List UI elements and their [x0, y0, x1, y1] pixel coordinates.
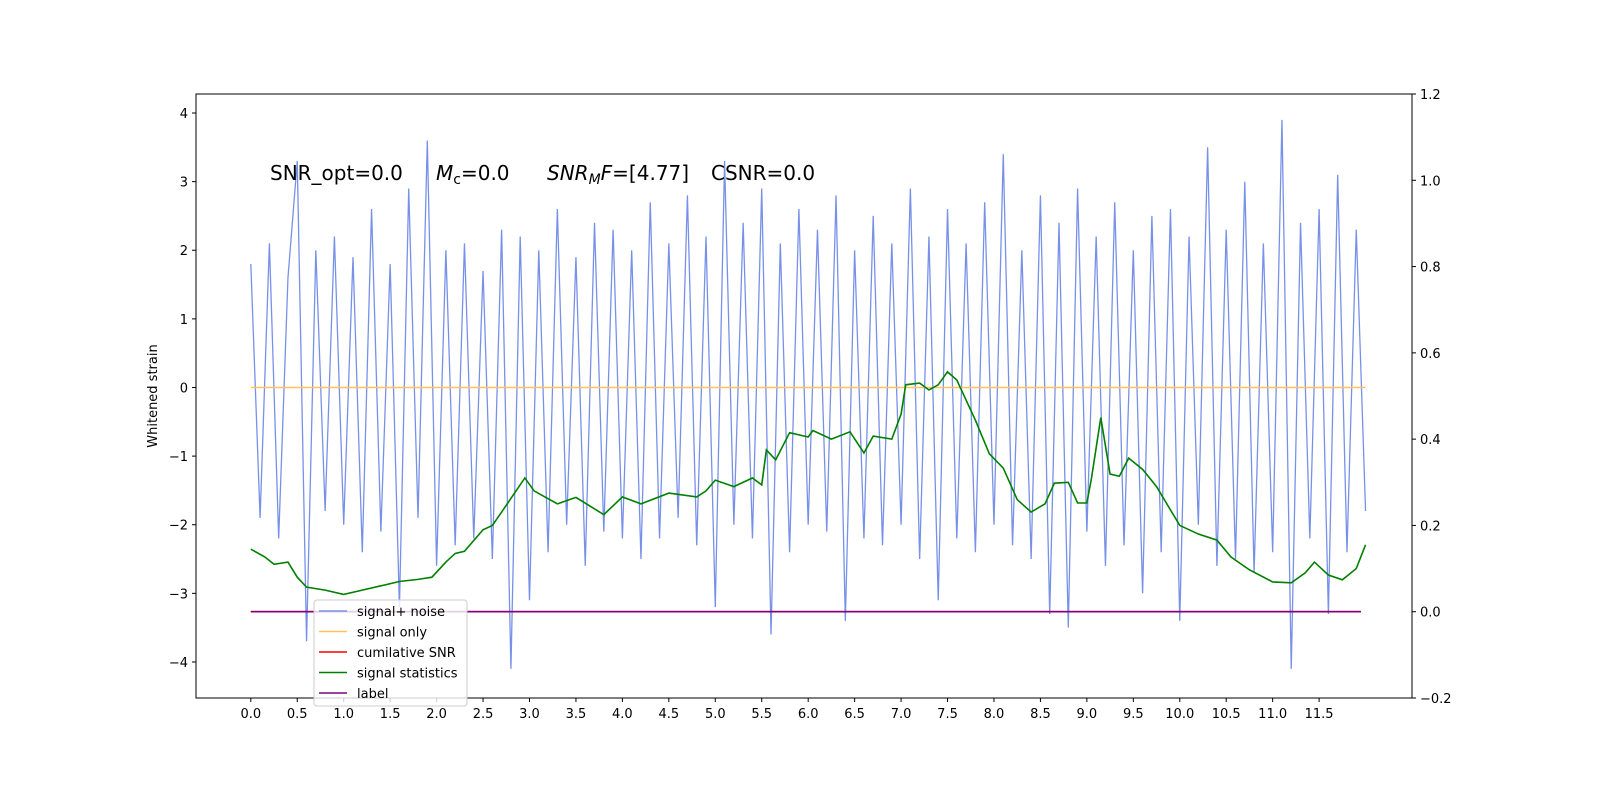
legend-label: signal only — [357, 626, 427, 641]
annotation-part: F — [601, 161, 613, 185]
y-tick-label: 3 — [180, 176, 188, 191]
x-tick-label: 5.0 — [705, 707, 726, 722]
x-tick-label: 3.0 — [519, 707, 540, 722]
annotation: SNRMF=[4.77] — [547, 161, 689, 188]
x-tick-label: 3.5 — [566, 707, 587, 722]
x-tick-label: 2.0 — [426, 707, 447, 722]
legend-label: cumilative SNR — [357, 646, 456, 661]
y-tick-label: −1 — [169, 450, 188, 465]
y2-tick-label: 0.8 — [1420, 261, 1441, 276]
y-tick-label: 0 — [180, 381, 188, 396]
legend-box — [313, 599, 468, 707]
x-tick-label: 10.5 — [1212, 707, 1241, 722]
y-tick-label: 2 — [180, 244, 188, 259]
x-tick-label: 2.5 — [473, 707, 494, 722]
annotation-part: M — [436, 161, 453, 185]
y-tick-label: 4 — [180, 107, 188, 122]
y-tick-label: −2 — [169, 519, 188, 534]
x-tick-label: 8.0 — [984, 707, 1005, 722]
y2-tick-label: 0.6 — [1420, 347, 1441, 362]
legend-label: label — [357, 687, 388, 702]
annotation: CSNR=0.0 — [711, 161, 815, 185]
x-tick-label: 1.0 — [333, 707, 354, 722]
x-tick-label: 0.5 — [287, 707, 308, 722]
y2-tick-label: 0.0 — [1420, 606, 1441, 621]
y2-tick-label: 1.2 — [1420, 88, 1441, 103]
x-tick-label: 0.0 — [240, 707, 261, 722]
y-tick-label: −3 — [169, 587, 188, 602]
annotation: SNR_opt=0.0 — [270, 161, 403, 185]
annotation-part: =0.0 — [461, 161, 510, 185]
legend-label: signal+ noise — [357, 605, 445, 620]
y2-tick-label: −0.2 — [1420, 692, 1452, 707]
x-tick-label: 11.5 — [1305, 707, 1334, 722]
y-tick-label: −4 — [169, 656, 188, 671]
annotation-part: =[4.77] — [612, 161, 689, 185]
y2-tick-label: 1.0 — [1420, 174, 1441, 189]
annotation-part: SNR_opt=0.0 — [270, 161, 403, 185]
x-tick-label: 10.0 — [1165, 707, 1194, 722]
axes-frame — [195, 93, 1413, 699]
x-tick-label: 6.0 — [798, 707, 819, 722]
y2-tick-label: 0.4 — [1420, 433, 1441, 448]
x-tick-label: 4.5 — [658, 707, 679, 722]
y-axis-label: Whitened strain — [146, 344, 161, 447]
annotation-part: SNR — [547, 161, 589, 185]
x-tick-label: 6.5 — [844, 707, 865, 722]
x-tick-label: 11.0 — [1258, 707, 1287, 722]
y-tick-label: 1 — [180, 313, 188, 328]
series-line — [250, 370, 1367, 596]
legend: signal+ noise signal only cumilative SNR si… — [313, 599, 468, 707]
x-tick-label: 1.5 — [380, 707, 401, 722]
y2-tick-label: 0.2 — [1420, 519, 1441, 534]
x-tick-label: 9.0 — [1077, 707, 1098, 722]
x-tick-label: 9.5 — [1123, 707, 1144, 722]
annotation: Mc=0.0 — [436, 161, 510, 188]
annotation-part: c — [453, 172, 461, 188]
x-tick-label: 7.0 — [891, 707, 912, 722]
x-tick-label: 5.5 — [751, 707, 772, 722]
x-tick-label: 4.0 — [612, 707, 633, 722]
series-line — [250, 119, 1367, 669]
legend-label: signal statistics — [357, 667, 458, 682]
x-tick-label: 7.5 — [937, 707, 958, 722]
annotation-part: CSNR=0.0 — [711, 161, 815, 185]
x-tick-label: 8.5 — [1030, 707, 1051, 722]
annotation-part: M — [589, 172, 601, 188]
